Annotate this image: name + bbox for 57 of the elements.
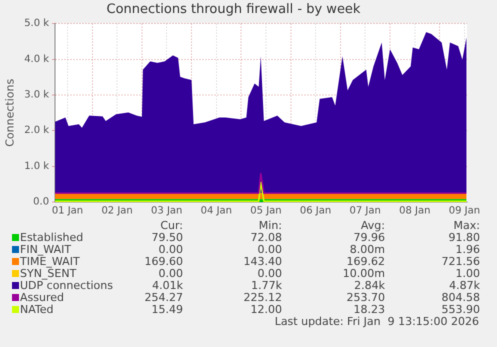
legend-label: Established — [19, 231, 84, 244]
text: 169.60 — [144, 255, 183, 268]
text: 0.00 — [158, 243, 183, 256]
y-tick-label: 1.0 k — [24, 160, 50, 172]
text: 1.77k — [251, 279, 282, 292]
legend-label: FIN_WAIT — [19, 243, 72, 256]
text: 225.12 — [244, 291, 282, 304]
text: 91.80 — [448, 231, 480, 244]
text: 143.40 — [244, 255, 282, 268]
text: Avg: — [360, 219, 385, 232]
text: 8.00m — [350, 243, 385, 256]
text: 4.01k — [152, 279, 183, 292]
x-tick-label: 07 Jan — [350, 206, 381, 217]
text: 4.87k — [449, 279, 480, 292]
text: 804.58 — [442, 291, 480, 304]
chart-title: Connections through firewall - by week — [106, 2, 361, 18]
text: 253.70 — [346, 291, 385, 304]
x-tick-label: 01 Jan — [52, 206, 84, 217]
text: 721.56 — [442, 255, 480, 268]
text: 79.96 — [354, 231, 385, 244]
text: 0.00 — [258, 267, 282, 280]
legend-label: NATed — [19, 303, 54, 316]
text: 0.00 — [158, 267, 183, 280]
text: 15.49 — [152, 303, 183, 316]
text: 553.90 — [442, 303, 480, 316]
x-tick-label: 02 Jan — [101, 206, 133, 217]
text: 18.23 — [354, 303, 385, 316]
legend-label: UDP connections — [19, 279, 113, 292]
y-tick-label: 2.0 k — [24, 125, 50, 136]
text: 169.62 — [346, 255, 385, 268]
legend-label: Assured — [19, 291, 64, 304]
text: Min: — [258, 219, 282, 232]
text: Last update: Fri Jan 9 13:15:00 2026 — [274, 315, 479, 328]
text: Cur: — [160, 219, 183, 232]
text: 1.00 — [456, 267, 480, 280]
x-tick-label: 04 Jan — [200, 206, 232, 217]
legend-label: SYN_SENT — [19, 267, 76, 280]
y-tick-label: 4.0 k — [24, 54, 50, 65]
x-tick-label: 03 Jan — [151, 206, 182, 217]
x-tick-label: 09 Jan — [448, 206, 480, 217]
text: Max: — [454, 219, 480, 232]
text: 0.00 — [258, 243, 282, 256]
text: 2.84k — [354, 279, 385, 292]
x-tick-label: 05 Jan — [250, 206, 282, 217]
y-tick-label: 5.0 k — [24, 18, 50, 30]
x-tick-label: 08 Jan — [399, 206, 430, 217]
x-tick-label: 06 Jan — [300, 206, 332, 217]
y-tick-label: 3.0 k — [24, 90, 50, 101]
y-tick-label: 0.0 — [33, 196, 50, 208]
text: 12.00 — [250, 303, 282, 316]
y-axis-title: Connections — [3, 78, 16, 147]
text: 254.27 — [144, 291, 183, 304]
text: 1.96 — [456, 243, 480, 256]
text: 72.08 — [250, 231, 282, 244]
legend-label: TIME_WAIT — [19, 255, 80, 268]
text: 10.00m — [342, 267, 385, 280]
text: 79.50 — [152, 231, 183, 244]
